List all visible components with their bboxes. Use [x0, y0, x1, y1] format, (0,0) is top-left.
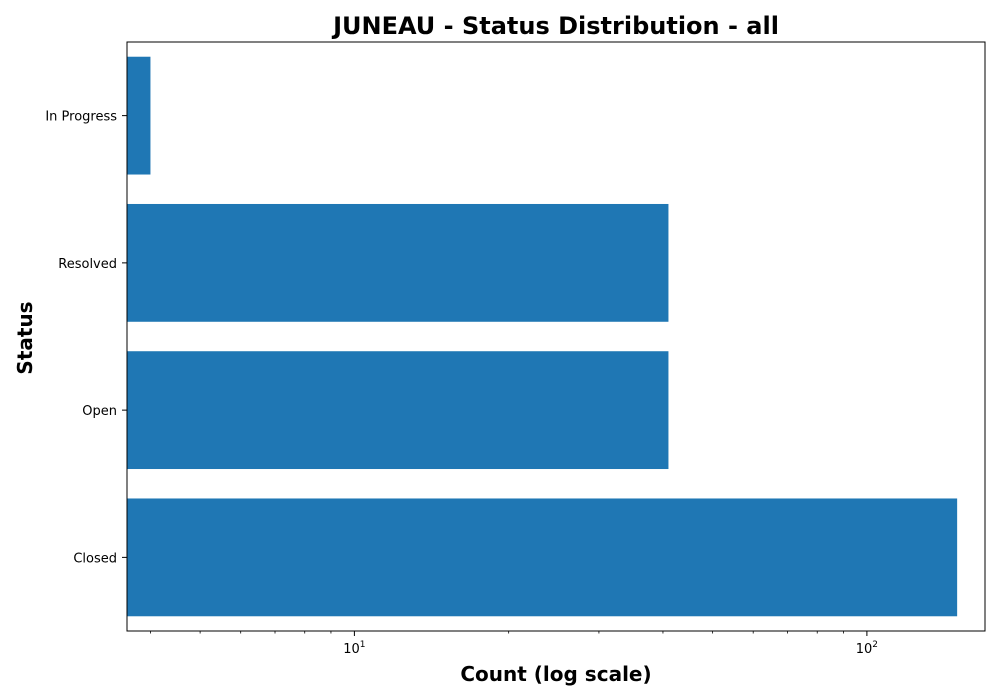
x-tick-label-10: 101	[343, 640, 365, 657]
y-ticks-group: In Progress Resolved Open Closed	[45, 110, 127, 566]
y-tick-label-open: Open	[82, 404, 117, 419]
y-axis-label: Status	[13, 301, 37, 374]
x-axis-label: Count (log scale)	[460, 662, 651, 686]
x-tick-label-100: 102	[856, 640, 878, 657]
y-tick-label-closed: Closed	[73, 551, 117, 566]
chart-title: JUNEAU - Status Distribution - all	[331, 12, 779, 40]
y-tick-label-in-progress: In Progress	[45, 110, 117, 125]
bar-open	[127, 351, 669, 470]
y-tick-label-resolved: Resolved	[58, 257, 117, 272]
bar-in-progress	[127, 56, 151, 175]
plot-frame	[126, 41, 986, 632]
x-ticks-group: 101 102	[150, 631, 878, 657]
bar-resolved	[127, 203, 669, 322]
bars-group	[127, 56, 958, 617]
bar-closed	[127, 498, 958, 617]
